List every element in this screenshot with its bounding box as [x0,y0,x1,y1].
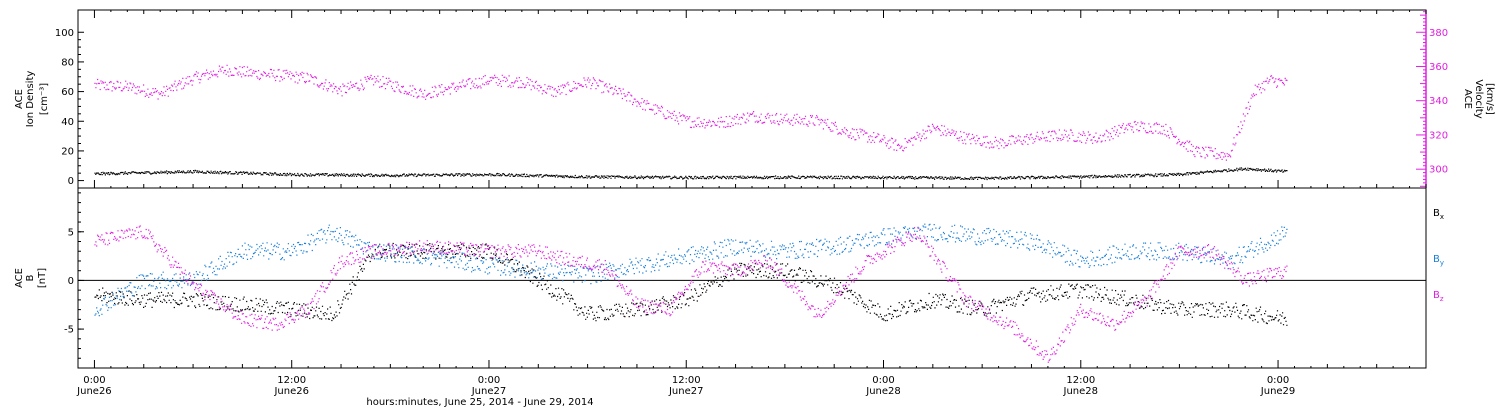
legend-sub: z [1440,295,1444,303]
top-left-tick-label: 20 [61,146,74,157]
bottom-panel-frame [77,187,1427,369]
top-left-tick-label: 60 [61,87,74,98]
x-axis-ticks: 0:00June2612:00June260:00June2712:00June… [76,10,1427,397]
legend-sub: y [1440,259,1444,267]
top-left-label-line1: ACE [14,89,25,109]
top-right-axis: 300 320 340 360 380 [1416,10,1448,188]
bottom-series [94,223,1288,363]
bottom-left-label-line2: B [25,274,36,281]
top-left-tick-label: 100 [55,28,74,39]
top-panel-frame [77,9,1427,189]
series-points [94,223,1288,317]
series-points [94,242,1288,326]
x-tick-date: June28 [865,386,901,397]
top-right-tick-label: 340 [1429,96,1448,107]
x-tick-time: 0:00 [1267,375,1289,386]
top-left-label-line2: Ion Density [25,71,36,128]
series-ion-density [94,167,1288,181]
x-tick-time: 0:00 [872,375,894,386]
top-right-label-line1: ACE [1462,89,1473,109]
top-left-axis-label: ACE Ion Density [cm⁻³] [14,71,50,128]
top-right-axis-label: ACE Velocity [km/s] [1462,79,1495,118]
series-bz [94,225,1288,363]
x-tick-date: June29 [1260,386,1296,397]
x-tick-date: June27 [668,386,704,397]
x-tick-time: 12:00 [672,375,701,386]
x-tick-time: 12:00 [1066,375,1095,386]
bottom-left-tick-label: 0 [68,276,74,287]
x-axis-label: hours:minutes, June 25, 2014 - June 29, … [366,397,593,408]
top-left-tick-label: 0 [68,176,74,187]
series-by [94,223,1288,317]
series-points [94,64,1288,161]
bottom-left-label-line3: [nT] [37,268,48,288]
x-tick-date: June27 [471,386,507,397]
series-points [94,167,1288,181]
top-right-tick-label: 380 [1429,28,1448,39]
top-left-tick-label: 80 [61,57,74,68]
b-legend: Bx By Bz [1433,208,1444,303]
x-tick-time: 12:00 [277,375,306,386]
top-right-label-line2: Velocity [1473,79,1484,118]
top-left-tick-label: 40 [61,117,74,128]
top-left-label-line3: [cm⁻³] [39,83,50,115]
bottom-left-tick-label: 5 [68,227,74,238]
top-right-tick-label: 300 [1429,165,1448,176]
top-right-tick-label: 360 [1429,62,1448,73]
bottom-left-axis: 5 0 -5 [64,192,84,359]
legend-by: By [1433,254,1444,267]
x-tick-time: 0:00 [478,375,500,386]
x-tick-date: June26 [273,386,309,397]
series-points [94,225,1288,363]
legend-sub: x [1440,213,1444,221]
bottom-left-axis-label: ACE B [nT] [14,268,48,288]
x-tick-date: June28 [1063,386,1099,397]
top-series [94,64,1288,181]
top-right-tick-label: 320 [1429,130,1448,141]
bottom-left-tick-label: -5 [64,325,74,336]
legend-bz: Bz [1433,290,1444,303]
x-tick-date: June26 [76,386,112,397]
bottom-left-label-line1: ACE [14,268,25,288]
x-tick-time: 0:00 [83,375,105,386]
top-left-axis: 0 20 40 60 80 100 [55,28,84,187]
series-bx [94,242,1288,326]
legend-bx: Bx [1433,208,1444,221]
top-right-label-line3: [km/s] [1484,83,1495,115]
series-velocity [94,64,1288,161]
